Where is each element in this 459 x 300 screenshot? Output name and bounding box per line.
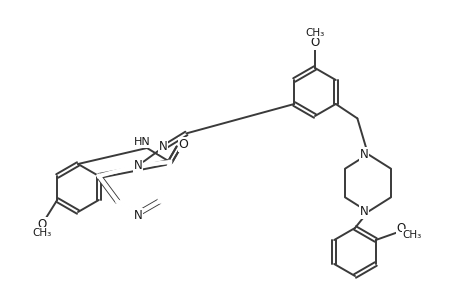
Text: N: N bbox=[134, 159, 142, 172]
Text: N: N bbox=[134, 209, 142, 222]
Text: N: N bbox=[134, 159, 142, 172]
Text: O: O bbox=[310, 36, 319, 49]
Text: O: O bbox=[396, 222, 405, 235]
Text: N: N bbox=[134, 209, 142, 222]
Text: CH₃: CH₃ bbox=[33, 228, 52, 238]
Text: N: N bbox=[359, 205, 368, 218]
Text: N: N bbox=[134, 209, 142, 222]
Text: O: O bbox=[38, 218, 47, 231]
Text: CH₃: CH₃ bbox=[305, 28, 324, 38]
Text: HN: HN bbox=[133, 137, 150, 147]
Text: O: O bbox=[178, 138, 188, 151]
Text: N: N bbox=[159, 140, 168, 153]
Text: N: N bbox=[134, 159, 142, 172]
Text: CH₃: CH₃ bbox=[402, 230, 421, 240]
Text: N: N bbox=[359, 148, 368, 161]
Text: O: O bbox=[178, 138, 188, 151]
Text: HN: HN bbox=[133, 137, 150, 147]
